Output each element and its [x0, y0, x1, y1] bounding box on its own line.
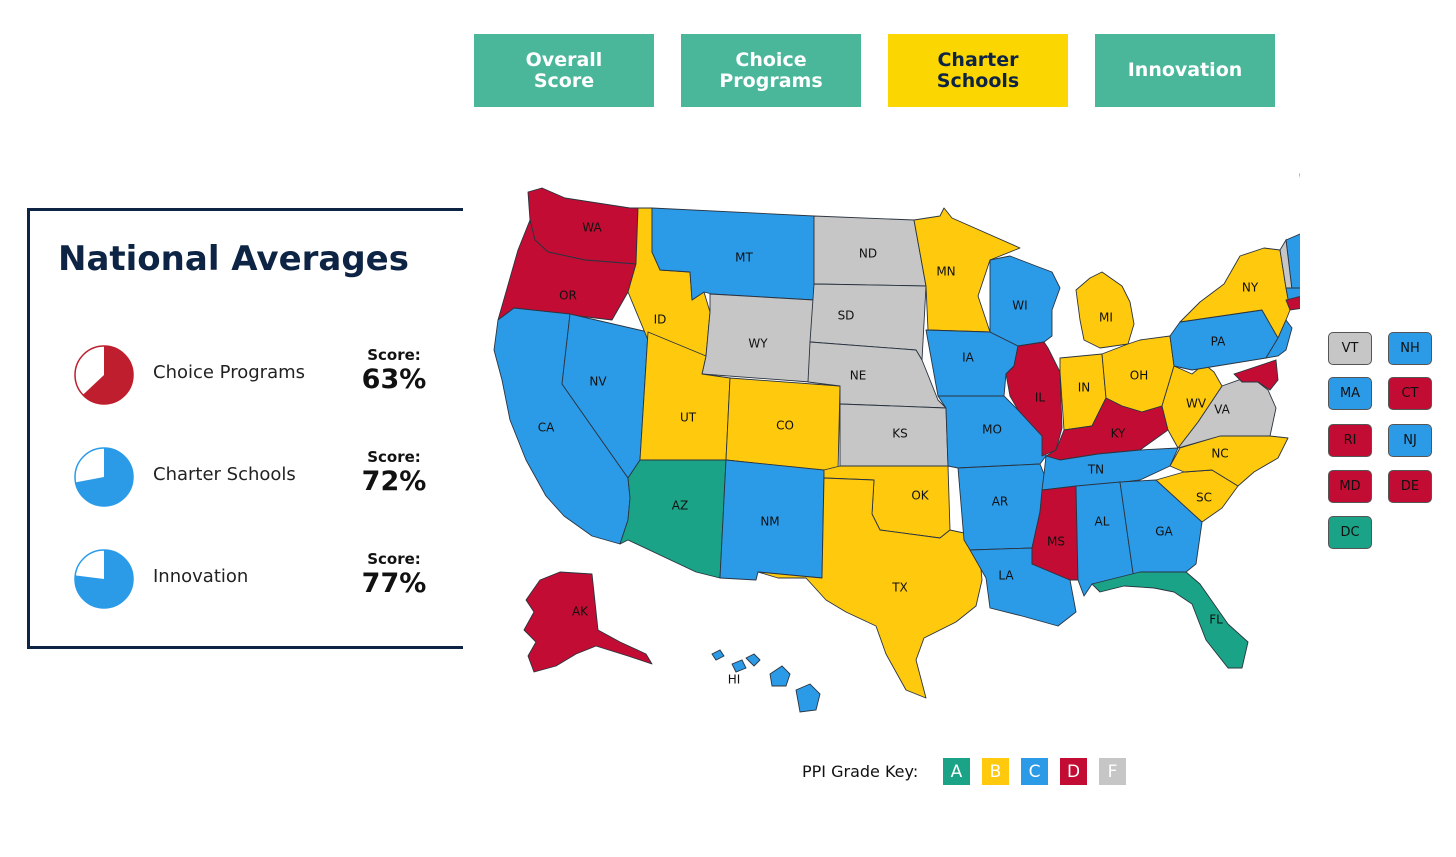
state-label: FL [1209, 613, 1223, 627]
average-label: Charter Schools [153, 464, 296, 485]
state-label: LA [998, 569, 1014, 583]
state-label: WA [582, 221, 602, 235]
state-wv[interactable] [1161, 363, 1223, 449]
panel-title: National Averages [58, 239, 409, 279]
state-box-nh[interactable]: NH [1388, 332, 1432, 365]
pie-icon [74, 345, 134, 405]
state-label: AK [572, 605, 589, 619]
state-label: WI [1012, 299, 1027, 313]
score-value: 63% [361, 364, 427, 395]
average-row-choice-programs: Choice Programs Score: 63% [30, 344, 463, 414]
state-label: AZ [672, 499, 688, 513]
state-box-dc[interactable]: DC [1328, 516, 1372, 549]
state-label: NE [850, 369, 867, 383]
state-label: ID [654, 313, 667, 327]
state-label: HI [728, 673, 741, 687]
grade-key-f: F [1099, 758, 1126, 785]
state-mi[interactable] [1075, 271, 1135, 349]
state-label: MO [982, 423, 1002, 437]
state-label: AR [992, 495, 1009, 509]
state-tx[interactable] [757, 477, 983, 699]
state-label: NC [1211, 447, 1228, 461]
grade-key-b: B [982, 758, 1009, 785]
pie-slice [75, 448, 133, 506]
state-label: OK [911, 489, 929, 503]
state-label: AL [1095, 515, 1110, 529]
state-label: KY [1111, 427, 1126, 441]
state-az[interactable] [619, 459, 727, 579]
state-label: OR [559, 289, 577, 303]
state-box-nj[interactable]: NJ [1388, 424, 1432, 457]
state-hi-island [769, 665, 791, 687]
state-ak[interactable] [523, 571, 653, 673]
state-label: IL [1035, 391, 1046, 405]
score-label: Score: [367, 550, 421, 568]
tab-innovation[interactable]: Innovation [1095, 34, 1275, 107]
state-label: IA [962, 351, 975, 365]
score-label: Score: [367, 448, 421, 466]
grade-key-c: C [1021, 758, 1048, 785]
average-row-innovation: Innovation Score: 77% [30, 548, 463, 618]
state-label: UT [680, 411, 697, 425]
score-value: 72% [361, 466, 427, 497]
state-small-northeast [1233, 359, 1279, 391]
state-hi-island [711, 649, 725, 661]
state-label: MS [1047, 535, 1065, 549]
grade-key-label: PPI Grade Key: [802, 762, 919, 781]
state-label: MT [735, 251, 753, 265]
state-box-ma[interactable]: MA [1328, 377, 1372, 410]
state-label: SD [838, 309, 855, 323]
state-box-ri[interactable]: RI [1328, 424, 1372, 457]
state-label: MI [1099, 311, 1113, 325]
state-box-ct[interactable]: CT [1388, 377, 1432, 410]
state-label: CO [776, 419, 794, 433]
state-il[interactable] [1005, 341, 1063, 457]
state-label: IN [1078, 381, 1091, 395]
tab-choice-programs[interactable]: Choice Programs [681, 34, 861, 107]
state-box-de[interactable]: DE [1388, 470, 1432, 503]
state-hi-island [731, 659, 747, 673]
state-small-northeast [1285, 296, 1300, 311]
state-label: VA [1214, 403, 1230, 417]
national-averages-panel: National Averages Choice Programs Score:… [27, 208, 463, 649]
tab-overall-score[interactable]: Overall Score [474, 34, 654, 107]
state-label: GA [1155, 525, 1173, 539]
average-row-charter-schools: Charter Schools Score: 72% [30, 446, 463, 516]
grade-key-d: D [1060, 758, 1087, 785]
average-label: Innovation [153, 566, 249, 587]
state-small-northeast [1265, 319, 1293, 359]
state-hi[interactable] [745, 653, 761, 667]
state-label: OH [1130, 369, 1148, 383]
state-label: ND [859, 247, 877, 261]
pie-icon [74, 447, 134, 507]
us-map: WA OR CA NV ID MT WY UT AZ CO NM ND SD NE KS OK TX MN IA MO… [493, 173, 1300, 713]
state-label: WY [748, 337, 768, 351]
score-label: Score: [367, 346, 421, 364]
state-box-md[interactable]: MD [1328, 470, 1372, 503]
state-label: KS [892, 427, 908, 441]
state-label: TN [1087, 463, 1104, 477]
state-box-vt[interactable]: VT [1328, 332, 1372, 365]
score-value: 77% [361, 568, 427, 599]
grade-key-a: A [943, 758, 970, 785]
tab-charter-schools[interactable]: Charter Schools [888, 34, 1068, 107]
pie-slice [82, 346, 134, 404]
state-label: CA [538, 421, 555, 435]
state-fl[interactable] [1091, 571, 1249, 669]
average-label: Choice Programs [153, 362, 306, 383]
state-label: NY [1242, 281, 1259, 295]
state-label: TX [891, 581, 908, 595]
state-label: NM [760, 515, 779, 529]
state-label: PA [1211, 335, 1226, 349]
pie-slice [75, 550, 134, 608]
state-wi[interactable] [989, 255, 1061, 347]
state-label: NV [589, 375, 607, 389]
state-mo[interactable] [937, 395, 1047, 469]
state-label: SC [1196, 491, 1212, 505]
state-label: WV [1186, 397, 1207, 411]
pie-icon [74, 549, 134, 609]
state-label: MN [936, 265, 955, 279]
state-hi-island [795, 683, 821, 713]
